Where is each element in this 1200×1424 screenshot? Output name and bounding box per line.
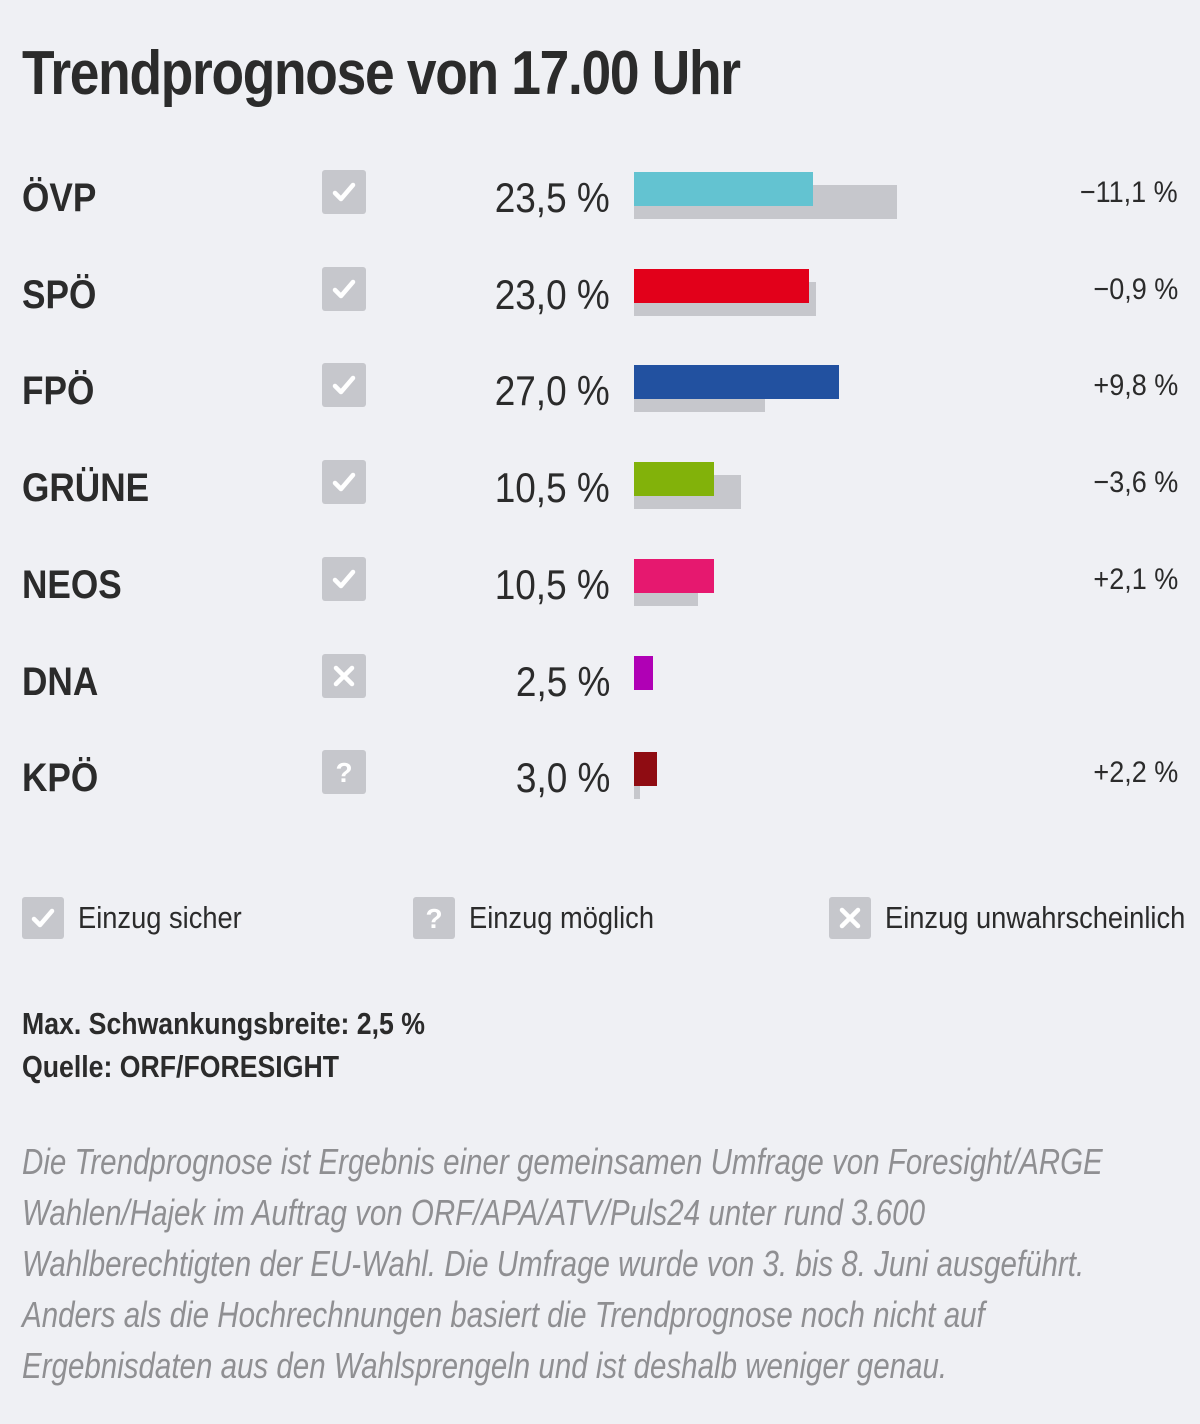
note-line: Wahlberechtigten der EU-Wahl. Die Umfrag… — [22, 1243, 1085, 1284]
party-name: NEOS — [22, 562, 122, 607]
check-icon — [322, 460, 366, 505]
legend-item-sicher: Einzug sicher — [22, 896, 264, 940]
party-row: SPÖ 23,0 % −0,9 % — [0, 266, 1200, 327]
cross-icon — [829, 897, 871, 939]
party-row: FPÖ 27,0 % +9,8 % — [0, 363, 1200, 423]
diff-label: +2,1 % — [1093, 562, 1178, 596]
party-name: SPÖ — [22, 272, 97, 317]
question-icon: ? — [413, 897, 455, 939]
value-label: 10,5 % — [494, 560, 610, 608]
check-icon — [322, 556, 366, 601]
value-label: 2,5 % — [515, 657, 610, 705]
diff-label: −3,6 % — [1093, 466, 1178, 500]
check-icon — [322, 363, 366, 408]
svg-text:?: ? — [335, 757, 352, 787]
value-label: 3,0 % — [515, 754, 610, 802]
note-line: Wahlen/Hajek im Auftrag von ORF/APA/ATV/… — [22, 1192, 925, 1233]
question-icon: ? — [322, 750, 366, 795]
source: Quelle: ORF/FORESIGHT — [22, 1049, 339, 1084]
party-row: KPÖ? 3,0 % +2,2 % — [0, 750, 1200, 810]
legend-label: Einzug unwahrscheinlich — [885, 900, 1186, 935]
result-bar — [634, 172, 813, 206]
methodology-note: Die Trendprognose ist Ergebnis einer gem… — [22, 1136, 1103, 1391]
party-row: NEOS 10,5 % +2,1 % — [0, 556, 1200, 617]
legend-item-unwahrscheinlich: Einzug unwahrscheinlich — [829, 896, 1200, 940]
cross-icon — [322, 653, 366, 698]
party-name: FPÖ — [22, 369, 95, 414]
party-name: GRÜNE — [22, 466, 150, 511]
result-bar — [634, 365, 840, 400]
note-line: Ergebnisdaten aus den Wahlsprengeln und … — [22, 1345, 948, 1386]
party-row: GRÜNE 10,5 % −3,6 % — [0, 460, 1200, 520]
value-label: 23,0 % — [494, 270, 610, 318]
result-bar — [634, 752, 657, 787]
note-line: Die Trendprognose ist Ergebnis einer gem… — [22, 1141, 1103, 1182]
check-icon — [22, 897, 64, 939]
value-label: 27,0 % — [494, 367, 610, 415]
value-label: 10,5 % — [494, 464, 610, 512]
party-name: ÖVP — [22, 176, 97, 220]
result-bar — [634, 558, 714, 593]
result-bar — [634, 462, 714, 497]
check-icon — [322, 266, 366, 311]
chart-title: Trendprognose von 17.00 Uhr — [22, 39, 741, 108]
legend-label: Einzug möglich — [469, 900, 654, 935]
value-label: 23,5 % — [494, 174, 610, 221]
party-name: KPÖ — [22, 756, 99, 801]
diff-label: +9,8 % — [1093, 369, 1178, 403]
party-row: ÖVP 23,5 % −11,1 % — [0, 170, 1200, 230]
check-icon — [322, 170, 366, 214]
diff-label: −11,1 % — [1080, 176, 1178, 209]
result-bar — [634, 655, 653, 690]
legend-item-moeglich: ? Einzug möglich — [413, 896, 679, 940]
result-bar — [634, 268, 809, 303]
diff-label: +2,2 % — [1093, 756, 1178, 790]
diff-label: −0,9 % — [1093, 272, 1178, 306]
note-line: Anders als die Hochrechnungen basiert di… — [22, 1294, 985, 1335]
party-row: DNA 2,5 % — [0, 653, 1200, 714]
party-name: DNA — [22, 659, 99, 704]
margin-of-error: Max. Schwankungsbreite: 2,5 % — [22, 1006, 425, 1041]
legend-label: Einzug sicher — [78, 900, 242, 935]
svg-text:?: ? — [425, 903, 442, 933]
